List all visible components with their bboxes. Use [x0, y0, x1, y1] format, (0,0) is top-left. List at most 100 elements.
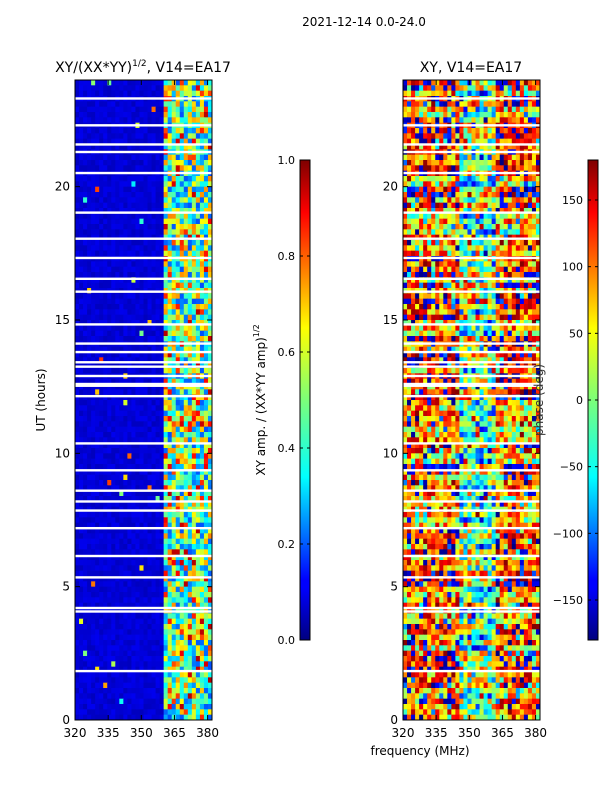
heatmap-cell — [527, 160, 533, 166]
heatmap-cell — [191, 522, 197, 529]
heatmap-cell — [163, 469, 169, 476]
heatmap-cell — [111, 330, 116, 337]
heatmap-cell — [139, 352, 145, 358]
heatmap-cell — [119, 442, 124, 449]
heatmap-cell — [83, 405, 88, 412]
heatmap-cell — [503, 85, 509, 92]
heatmap-cell — [183, 245, 189, 252]
heatmap-cell — [159, 389, 165, 396]
heatmap-cell — [111, 336, 116, 342]
heatmap-cell — [171, 480, 177, 486]
heatmap-cell — [503, 160, 509, 166]
heatmap-cell — [75, 576, 80, 582]
heatmap-cell — [83, 544, 88, 550]
heatmap-cell — [487, 117, 493, 124]
heatmap-cell — [499, 133, 505, 140]
heatmap-cell — [491, 181, 497, 188]
heatmap-cell — [183, 400, 189, 406]
data-gap — [75, 469, 212, 472]
heatmap-cell — [199, 618, 205, 625]
heatmap-cell — [99, 704, 104, 710]
heatmap-cell — [107, 554, 112, 561]
heatmap-cell — [415, 154, 420, 161]
heatmap-cell — [119, 330, 124, 337]
heatmap-cell — [423, 186, 428, 193]
heatmap-cell — [207, 330, 212, 337]
heatmap-cell — [175, 485, 181, 492]
heatmap-cell — [135, 432, 141, 438]
heatmap-cell — [435, 202, 440, 209]
heatmap-cell — [459, 106, 465, 113]
heatmap-cell — [143, 192, 149, 198]
heatmap-cell — [127, 394, 133, 401]
heatmap-cell — [179, 704, 185, 710]
heatmap-cell — [131, 106, 137, 113]
heatmap-cell — [495, 112, 501, 118]
heatmap-cell — [115, 656, 120, 662]
heatmap-cell — [123, 650, 128, 657]
heatmap-cell — [167, 618, 173, 625]
heatmap-cell — [483, 176, 489, 182]
heatmap-cell — [111, 133, 116, 140]
heatmap-cell — [79, 272, 84, 278]
heatmap-cell — [99, 613, 104, 620]
heatmap-cell — [95, 320, 100, 326]
heatmap-cell — [207, 421, 212, 428]
heatmap-cell — [471, 154, 477, 161]
heatmap-cell — [111, 640, 116, 646]
heatmap-cell — [163, 522, 169, 529]
heatmap-cell — [159, 570, 165, 577]
heatmap-cell — [487, 144, 493, 150]
heatmap-cell — [187, 346, 193, 353]
heatmap-cell — [207, 549, 212, 556]
heatmap-cell — [159, 261, 165, 268]
heatmap-cell — [107, 682, 112, 689]
heatmap-cell — [91, 656, 96, 662]
heatmap-cell — [179, 224, 185, 230]
heatmap-cell — [195, 538, 201, 545]
heatmap-cell — [139, 469, 145, 476]
heatmap-cell — [163, 496, 169, 502]
heatmap-cell — [119, 298, 124, 305]
heatmap-cell — [131, 186, 137, 193]
heatmap-cell — [163, 549, 169, 556]
heatmap-cell — [99, 554, 104, 561]
heatmap-cell — [99, 80, 104, 86]
heatmap-cell — [119, 490, 124, 497]
heatmap-cell — [179, 485, 185, 492]
heatmap-cell — [131, 261, 137, 268]
heatmap-cell — [427, 186, 432, 193]
heatmap-cell — [143, 624, 149, 630]
heatmap-cell — [471, 90, 477, 97]
heatmap-cell — [147, 218, 153, 225]
heatmap-cell — [99, 309, 104, 316]
heatmap-cell — [199, 634, 205, 641]
heatmap-cell — [515, 197, 521, 204]
heatmap-cell — [135, 709, 141, 716]
heatmap-cell — [131, 245, 137, 252]
heatmap-cell — [199, 229, 205, 236]
heatmap-cell — [87, 469, 92, 476]
heatmap-cell — [167, 208, 173, 214]
heatmap-cell — [95, 282, 100, 289]
heatmap-cell — [127, 272, 133, 278]
heatmap-cell — [143, 213, 149, 220]
heatmap-cell — [131, 677, 137, 684]
heatmap-cell — [75, 650, 80, 657]
heatmap-cell — [535, 112, 540, 118]
heatmap-cell — [131, 304, 137, 310]
heatmap-cell — [207, 416, 212, 422]
heatmap-cell — [207, 224, 212, 230]
heatmap-cell — [171, 581, 177, 588]
heatmap-cell — [511, 181, 517, 188]
heatmap-cell — [87, 597, 92, 604]
heatmap-cell — [187, 133, 193, 140]
heatmap-cell — [143, 448, 149, 454]
heatmap-cell — [195, 490, 201, 497]
heatmap-cell — [79, 117, 84, 124]
heatmap-cell — [123, 586, 128, 593]
heatmap-cell — [191, 469, 197, 476]
heatmap-cell — [203, 656, 209, 662]
heatmap-cell — [171, 165, 177, 172]
heatmap-cell — [131, 645, 137, 652]
